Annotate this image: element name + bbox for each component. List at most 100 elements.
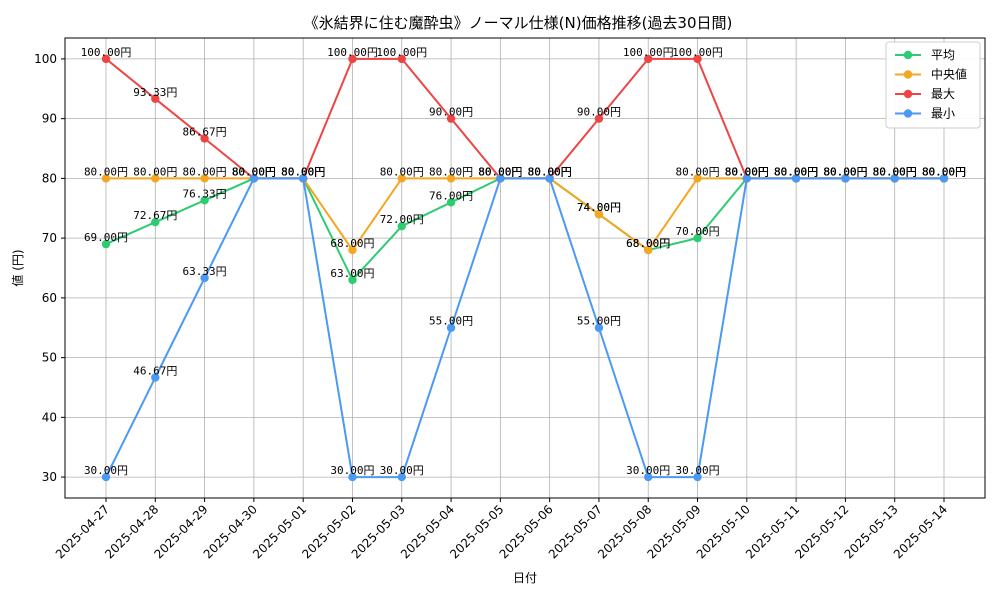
y-tick-label: 40 <box>42 410 57 424</box>
data-label: 55.00円 <box>429 315 473 328</box>
data-label: 30.00円 <box>84 464 128 477</box>
data-label: 63.33円 <box>183 265 227 278</box>
data-label: 76.00円 <box>429 189 473 202</box>
y-tick-label: 90 <box>42 112 57 126</box>
legend-box <box>885 41 981 129</box>
data-label: 90.00円 <box>429 106 473 119</box>
data-label: 80.00円 <box>478 165 522 178</box>
data-label: 30.00円 <box>330 464 374 477</box>
chart-title: 《氷結界に住む魔酔虫》ノーマル仕様(N)価格推移(過去30日間) <box>304 14 733 32</box>
data-label: 80.00円 <box>232 165 276 178</box>
data-point <box>693 174 702 183</box>
y-tick-label: 60 <box>42 291 57 305</box>
series-lines <box>105 57 944 479</box>
series-points <box>101 54 949 482</box>
data-label: 55.00円 <box>577 315 621 328</box>
data-point <box>101 54 111 64</box>
legend-marker <box>903 89 913 99</box>
data-label: 80.00円 <box>873 165 917 178</box>
data-label: 30.00円 <box>380 464 424 477</box>
data-point <box>446 114 456 123</box>
data-label: 80.00円 <box>232 165 276 178</box>
legend-marker <box>903 109 913 118</box>
data-label: 80.00円 <box>232 165 276 178</box>
data-label: 80.00円 <box>183 165 227 178</box>
data-label: 63.00円 <box>330 267 374 280</box>
data-label: 80.00円 <box>281 165 325 178</box>
data-label: 80.00円 <box>774 165 818 178</box>
data-point <box>348 472 357 482</box>
data-label: 46.67円 <box>133 365 177 378</box>
data-label: 80.00円 <box>281 165 325 178</box>
series-line-0 <box>105 177 944 282</box>
y-tick-label: 30 <box>42 470 57 484</box>
data-label: 80.00円 <box>823 165 867 178</box>
data-point <box>151 217 160 227</box>
data-point <box>151 373 160 382</box>
data-point <box>594 114 604 123</box>
data-label: 80.00円 <box>774 165 818 178</box>
data-label: 80.00円 <box>873 165 917 178</box>
data-point <box>693 233 702 243</box>
legend-label: 平均 <box>931 48 955 62</box>
data-label: 100.00円 <box>376 46 427 59</box>
data-label: 93.33円 <box>133 86 177 99</box>
data-label: 80.00円 <box>823 165 867 178</box>
data-label: 69.00円 <box>84 231 128 244</box>
data-label: 76.33円 <box>183 187 227 200</box>
data-label: 90.00円 <box>577 106 621 119</box>
data-label: 80.00円 <box>133 165 177 178</box>
data-label: 80.00円 <box>922 165 966 178</box>
data-label: 80.00円 <box>281 165 325 178</box>
data-label: 68.00円 <box>626 237 670 250</box>
data-label: 30.00円 <box>626 464 670 477</box>
data-label: 80.00円 <box>873 165 917 178</box>
data-label: 68.00円 <box>330 237 374 250</box>
data-point <box>446 174 456 183</box>
data-label: 80.00円 <box>725 165 769 178</box>
data-label: 100.00円 <box>672 46 723 59</box>
data-point <box>446 323 456 332</box>
data-label: 80.00円 <box>774 165 818 178</box>
x-axis-label: 日付 <box>513 571 537 585</box>
data-label: 80.00円 <box>528 165 572 178</box>
data-point <box>348 54 357 64</box>
data-label: 80.00円 <box>823 165 867 178</box>
data-point <box>348 275 357 285</box>
data-point <box>545 174 554 183</box>
x-axis: 2025-04-272025-04-282025-04-292025-04-30… <box>53 498 950 561</box>
legend-label: 最大 <box>931 87 955 101</box>
data-label: 30.00円 <box>675 464 719 477</box>
data-label: 80.00円 <box>725 165 769 178</box>
legend-label: 中央値 <box>931 67 967 82</box>
y-tick-label: 50 <box>42 351 57 365</box>
data-point <box>249 174 259 183</box>
data-point <box>644 472 653 482</box>
data-label: 80.00円 <box>528 165 572 178</box>
data-label: 80.00円 <box>478 165 522 178</box>
data-label: 100.00円 <box>327 46 378 59</box>
data-label: 80.00円 <box>922 165 966 178</box>
data-label: 72.67円 <box>133 209 177 222</box>
data-point <box>791 174 801 183</box>
data-label: 80.00円 <box>922 165 966 178</box>
data-label: 80.00円 <box>725 165 769 178</box>
data-point <box>939 174 949 183</box>
data-point <box>693 472 702 482</box>
data-label: 68.00円 <box>626 237 670 250</box>
series-line-3 <box>105 177 944 479</box>
legend-marker <box>903 50 913 60</box>
data-label: 80.00円 <box>922 165 966 178</box>
data-point <box>446 198 456 207</box>
y-tick-label: 70 <box>42 231 57 245</box>
data-label: 74.00円 <box>577 201 621 214</box>
data-point <box>397 221 406 231</box>
data-point <box>200 273 209 283</box>
data-point <box>101 239 111 249</box>
y-tick-label: 100 <box>34 52 57 66</box>
data-label: 80.00円 <box>528 165 572 178</box>
data-label: 80.00円 <box>478 165 522 178</box>
data-label: 72.00円 <box>380 213 424 226</box>
